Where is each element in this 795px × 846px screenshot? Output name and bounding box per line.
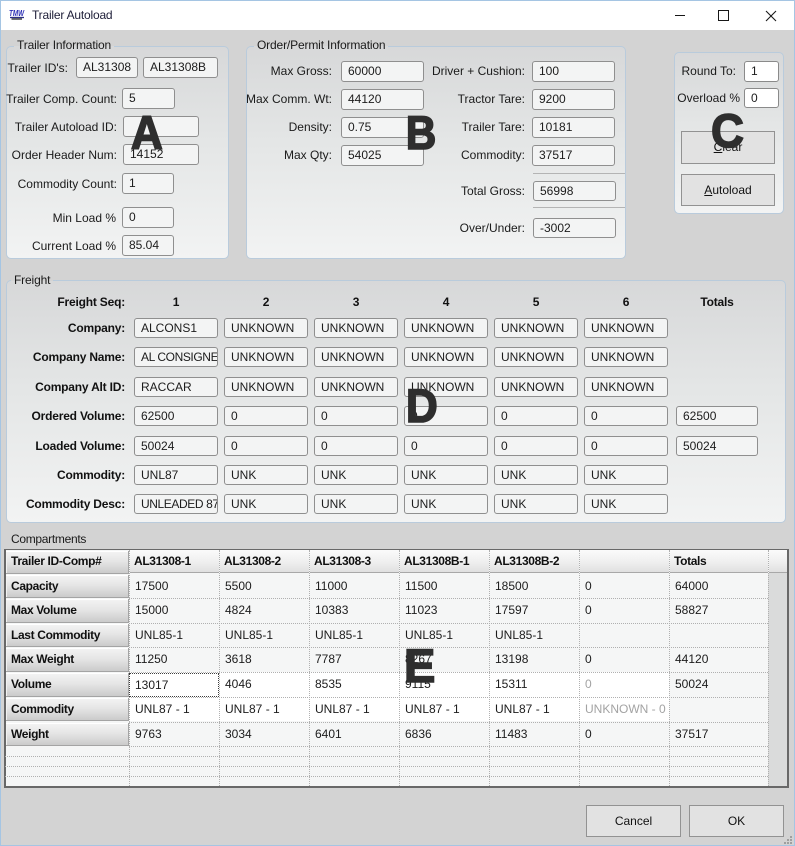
svg-text:TMW: TMW: [9, 9, 25, 18]
svg-text:A: A: [131, 109, 163, 159]
svg-text:D: D: [406, 382, 438, 432]
svg-text:B: B: [406, 109, 437, 159]
svg-text:C: C: [711, 107, 744, 157]
svg-text:E: E: [404, 642, 435, 692]
